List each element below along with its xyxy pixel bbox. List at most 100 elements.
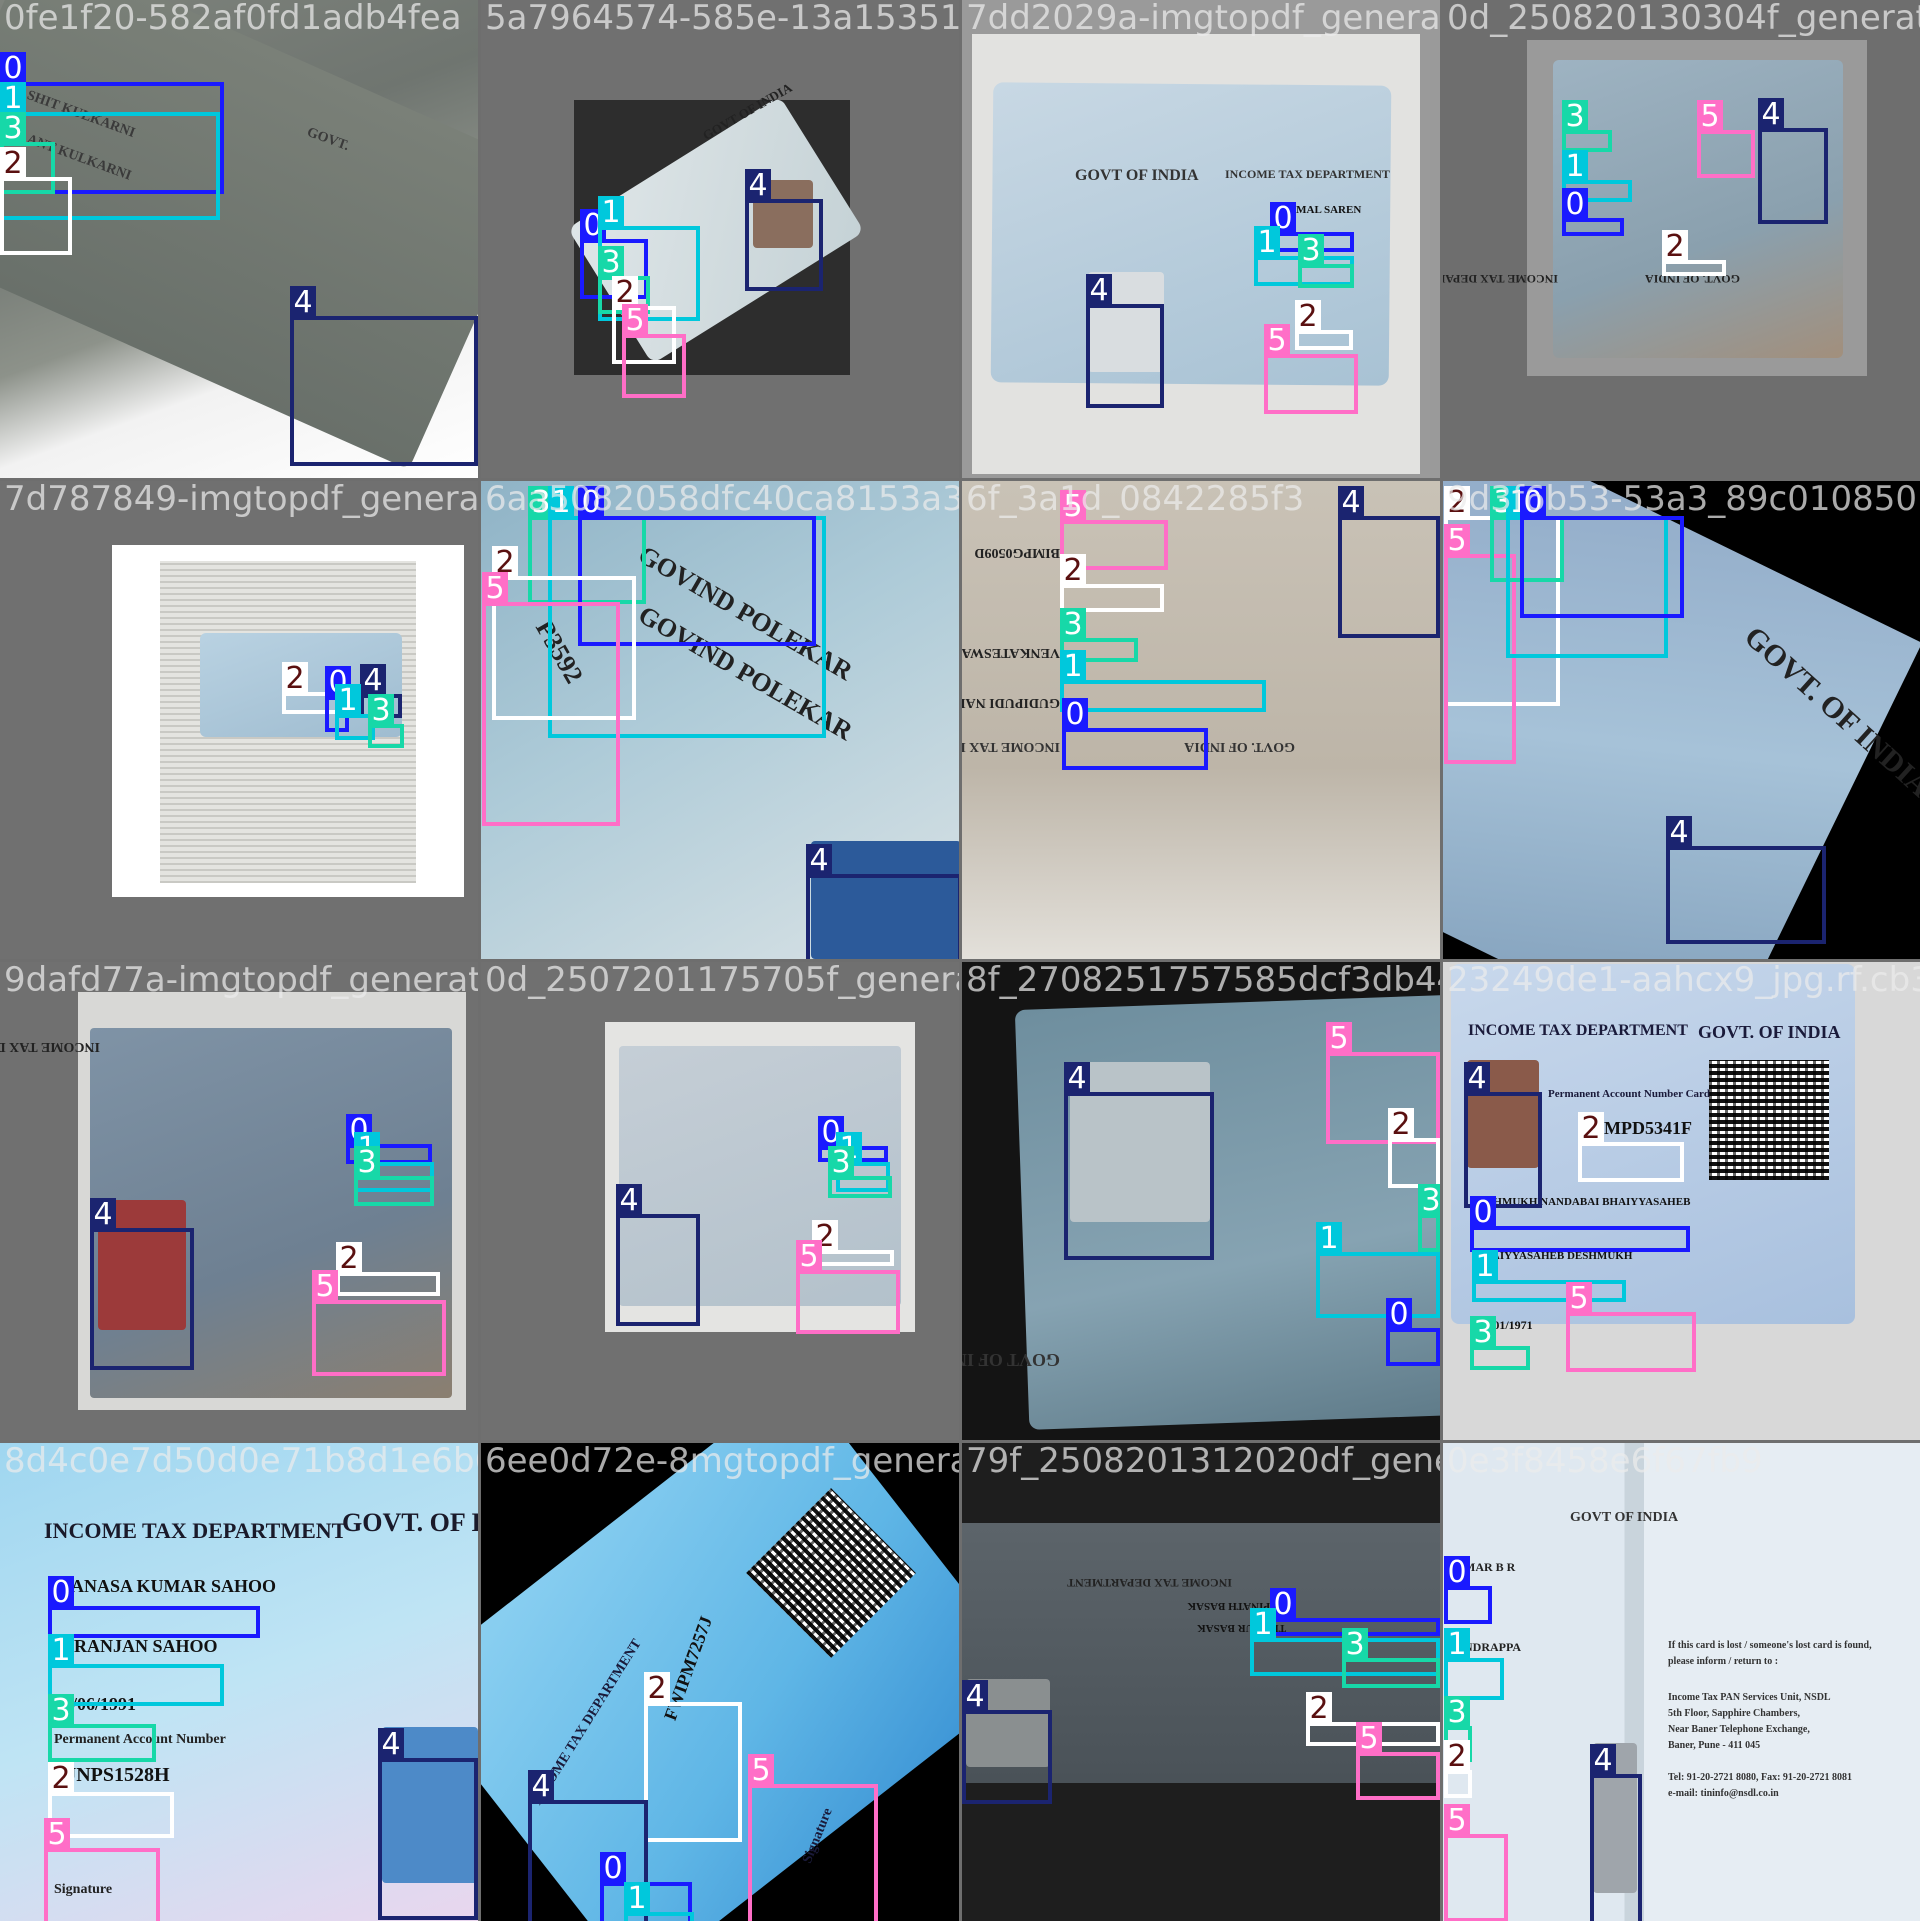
- bbox-label: 1: [1250, 1608, 1276, 1642]
- bbox-label: 1: [624, 1882, 650, 1916]
- bbox-label: 0: [48, 1576, 74, 1610]
- bbox-label: 0: [1386, 1298, 1412, 1332]
- bbox-class-4: 4: [1338, 486, 1440, 638]
- card-printed-text: BHAIYYASAHEB DESHMUKH: [1476, 1250, 1633, 1262]
- bbox-class-2: 2: [812, 1220, 894, 1266]
- bbox-label: 0: [1444, 1556, 1470, 1590]
- bbox-label: 2: [1060, 554, 1086, 588]
- bbox-label: 3: [354, 1146, 380, 1180]
- bbox-label: 0: [600, 1852, 626, 1886]
- tile-5-card-photo: [811, 841, 959, 959]
- tile-caption: 0fe1f20-582af0fd1adb4fea: [4, 0, 462, 38]
- bbox-class-2: 2: [1060, 554, 1164, 612]
- bbox-label: 5: [622, 304, 648, 338]
- bbox-label: 4: [1338, 486, 1364, 520]
- bbox-class-2: 2: [0, 147, 72, 255]
- bbox-label: 2: [336, 1242, 362, 1276]
- bbox-class-0: 0: [1386, 1298, 1440, 1366]
- bbox-class-1: 1: [335, 684, 375, 740]
- bbox-class-0: 0: [48, 1576, 260, 1638]
- tile-caption: 5a7964574-585e-13a1535137780a1c2e5d7: [485, 0, 959, 38]
- tile-10-card-photo: [1070, 1062, 1210, 1222]
- bbox-class-4: 4: [1086, 274, 1164, 408]
- card-printed-text: GOVT OF INDIA: [962, 1350, 1060, 1370]
- bbox-class-2: 2: [48, 1762, 174, 1838]
- bbox-label: 4: [360, 664, 386, 698]
- tile-caption: 8d4c0e7d50d0e71b8d1e6b6: [4, 1443, 478, 1481]
- bbox-class-5: 5: [1697, 100, 1755, 178]
- tile-caption: 6f_3a1d_0842285f3: [966, 481, 1305, 519]
- bbox-label: 3: [0, 112, 26, 146]
- card-printed-text: Income Tax PAN Services Unit, NSDL: [1668, 1692, 1831, 1703]
- card-printed-text: VENKATESWARA RAO GUDIPUDI: [962, 645, 1060, 660]
- bbox-label: 1: [548, 486, 574, 520]
- tile-15-scene: [1443, 1443, 1920, 1921]
- tile-4: 7d787849-imgtopdf_generat 2 4 0 1 3: [0, 481, 478, 959]
- card-printed-text: CIMPD5341F: [1584, 1118, 1692, 1138]
- bbox-label: 4: [1064, 1062, 1090, 1096]
- bbox-class-4: 4: [378, 1728, 478, 1920]
- bbox-label: 5: [1697, 100, 1723, 134]
- bbox-class-5: 5: [44, 1818, 160, 1921]
- bbox-class-0: 0: [578, 486, 816, 646]
- bbox-label: 5: [796, 1240, 822, 1274]
- bbox-class-3: 3: [1060, 608, 1138, 662]
- bbox-label: 1: [1254, 226, 1280, 260]
- tile-3: 0d_250820130304f_generat INCOME TAX DEPAR…: [1443, 0, 1920, 478]
- bbox-class-4: 4: [1758, 98, 1828, 224]
- bbox-class-5: 5: [622, 304, 686, 398]
- bbox-class-1: 1: [1472, 1250, 1626, 1302]
- bbox-class-2: 2: [1295, 300, 1353, 350]
- tile-caption: 0e3f8458e6f67fb9: [1447, 1443, 1763, 1481]
- bbox-label: 2: [48, 1762, 74, 1796]
- bbox-label: 4: [378, 1728, 404, 1762]
- bbox-label: 0: [1470, 1196, 1496, 1230]
- bbox-class-0: 0: [1444, 1556, 1492, 1624]
- bbox-class-0: 0: [1520, 486, 1684, 618]
- bbox-class-2: 2: [282, 662, 350, 714]
- card-printed-text: INCOME TAX DEPARTMENT: [0, 1039, 100, 1054]
- bbox-class-3: 3: [1298, 234, 1354, 288]
- bbox-label: 2: [0, 147, 26, 181]
- bbox-class-3: 3: [1444, 1696, 1472, 1762]
- bbox-class-5: 5: [748, 1754, 878, 1921]
- tile-11: 23249de1-aahcx9_jpg.rf.cb3 INCOME TAX DEP…: [1443, 962, 1920, 1440]
- bbox-label: 2: [1306, 1692, 1332, 1726]
- bbox-class-4: 4: [1666, 816, 1826, 944]
- tile-caption: 6aa5082058dfc40ca8153a36e7d0: [485, 481, 959, 519]
- bbox-label: 5: [312, 1270, 338, 1304]
- tile-2: 7dd2029a-imgtopdf_generated GOVT OF INDIA…: [962, 0, 1440, 478]
- bbox-label: 3: [1470, 1316, 1496, 1350]
- bbox-class-3: 3: [1342, 1628, 1440, 1688]
- card-printed-text: INCOME TAX DEPARTMENT: [1067, 1576, 1232, 1590]
- bbox-class-3: 3: [1418, 1184, 1440, 1252]
- bbox-label: 4: [1758, 98, 1784, 132]
- bbox-label: 3: [828, 1146, 854, 1180]
- card-printed-text: Tel: 91-20-2721 8080, Fax: 91-20-2721 80…: [1668, 1772, 1853, 1783]
- bbox-class-2: 2: [1662, 230, 1726, 276]
- bbox-class-3: 3: [48, 1694, 156, 1762]
- bbox-label: 4: [1666, 816, 1692, 850]
- bbox-class-0: 0: [1470, 1196, 1690, 1252]
- bbox-label: 0: [1562, 188, 1588, 222]
- card-printed-text: Signature: [54, 1882, 113, 1897]
- bbox-label: 0: [578, 486, 604, 520]
- bbox-label: 1: [1444, 1628, 1470, 1662]
- bbox-label: 1: [1316, 1222, 1342, 1256]
- bbox-class-5: 5: [796, 1240, 900, 1334]
- card-printed-text: If this card is lost / someone's lost ca…: [1668, 1640, 1872, 1651]
- tile-caption: 79f_2508201312020df_generat: [966, 1443, 1440, 1481]
- bbox-class-1: 1: [1316, 1222, 1440, 1318]
- bbox-label: 2: [1295, 300, 1321, 334]
- bbox-label: 3: [48, 1694, 74, 1728]
- tile-6-scene: [962, 481, 1440, 959]
- bbox-class-5: 5: [1444, 524, 1516, 764]
- bbox-class-1: 1: [624, 1882, 694, 1921]
- bbox-label: 5: [44, 1818, 70, 1852]
- tile-8: 9dafd77a-imgtopdf_generated INCOME TAX DE…: [0, 962, 478, 1440]
- bbox-class-4: 4: [1464, 1062, 1542, 1208]
- bbox-label: 2: [644, 1672, 670, 1706]
- bbox-class-5: 5: [1264, 324, 1358, 414]
- tile-7: 9d3f6b53-53a3_89c010850 GOVT. OF INDIA 2 5 3…: [1443, 481, 1920, 959]
